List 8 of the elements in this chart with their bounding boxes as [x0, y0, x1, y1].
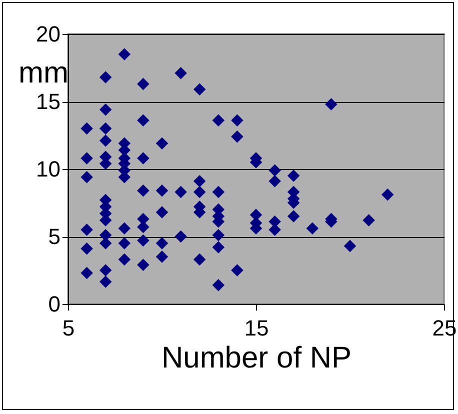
y-tick-label: 5 [48, 224, 60, 249]
x-axis-title: Number of NP [161, 342, 352, 374]
x-tick-label: 15 [244, 316, 269, 340]
y-tick-label: 20 [36, 22, 60, 46]
y-tick-label: 15 [36, 89, 60, 114]
y-tick-label: 10 [36, 156, 60, 182]
y-tick-label: 0 [48, 292, 60, 316]
y-axis-title: mm [18, 56, 68, 90]
